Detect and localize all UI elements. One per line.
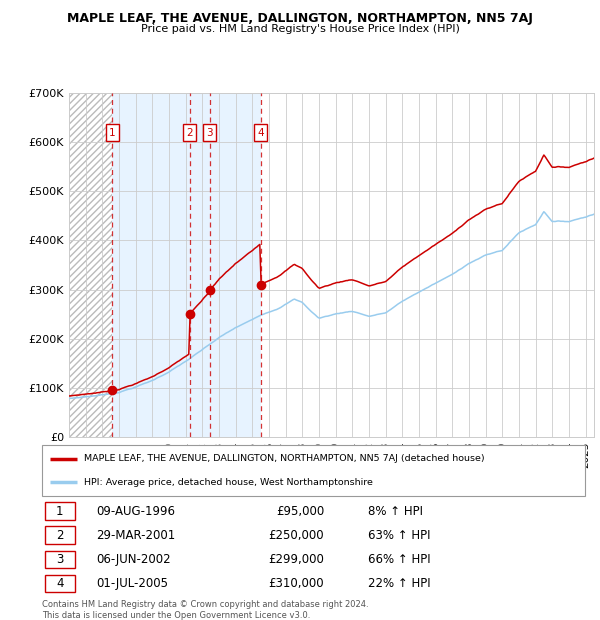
Text: 3: 3 [206, 128, 213, 138]
Text: £310,000: £310,000 [269, 577, 325, 590]
Bar [69, 93, 112, 437]
Text: HPI: Average price, detached house, West Northamptonshire: HPI: Average price, detached house, West… [85, 478, 373, 487]
Text: 63% ↑ HPI: 63% ↑ HPI [368, 529, 430, 542]
Text: 2: 2 [187, 128, 193, 138]
Text: 1: 1 [56, 505, 64, 518]
Text: Contains HM Land Registry data © Crown copyright and database right 2024.
This d: Contains HM Land Registry data © Crown c… [42, 600, 368, 619]
Text: Price paid vs. HM Land Registry's House Price Index (HPI): Price paid vs. HM Land Registry's House … [140, 24, 460, 33]
Text: 4: 4 [257, 128, 264, 138]
Text: 09-AUG-1996: 09-AUG-1996 [97, 505, 175, 518]
Bar [209, 93, 260, 437]
Text: 66% ↑ HPI: 66% ↑ HPI [368, 552, 430, 565]
Text: MAPLE LEAF, THE AVENUE, DALLINGTON, NORTHAMPTON, NN5 7AJ (detached house): MAPLE LEAF, THE AVENUE, DALLINGTON, NORT… [85, 454, 485, 463]
Bar [45, 551, 74, 568]
Text: 22% ↑ HPI: 22% ↑ HPI [368, 577, 430, 590]
Bar [112, 93, 190, 437]
Text: 01-JUL-2005: 01-JUL-2005 [97, 577, 168, 590]
Text: 29-MAR-2001: 29-MAR-2001 [97, 529, 176, 542]
Bar [190, 93, 209, 437]
Text: £299,000: £299,000 [268, 552, 325, 565]
Bar [45, 526, 74, 544]
Text: 3: 3 [56, 552, 64, 565]
Text: 8% ↑ HPI: 8% ↑ HPI [368, 505, 423, 518]
Text: £95,000: £95,000 [276, 505, 325, 518]
Text: MAPLE LEAF, THE AVENUE, DALLINGTON, NORTHAMPTON, NN5 7AJ: MAPLE LEAF, THE AVENUE, DALLINGTON, NORT… [67, 12, 533, 25]
Bar [45, 502, 74, 520]
Text: 4: 4 [56, 577, 64, 590]
Bar [45, 575, 74, 592]
Text: 2: 2 [56, 529, 64, 542]
Text: 1: 1 [109, 128, 116, 138]
Text: 06-JUN-2002: 06-JUN-2002 [97, 552, 171, 565]
Text: £250,000: £250,000 [269, 529, 325, 542]
